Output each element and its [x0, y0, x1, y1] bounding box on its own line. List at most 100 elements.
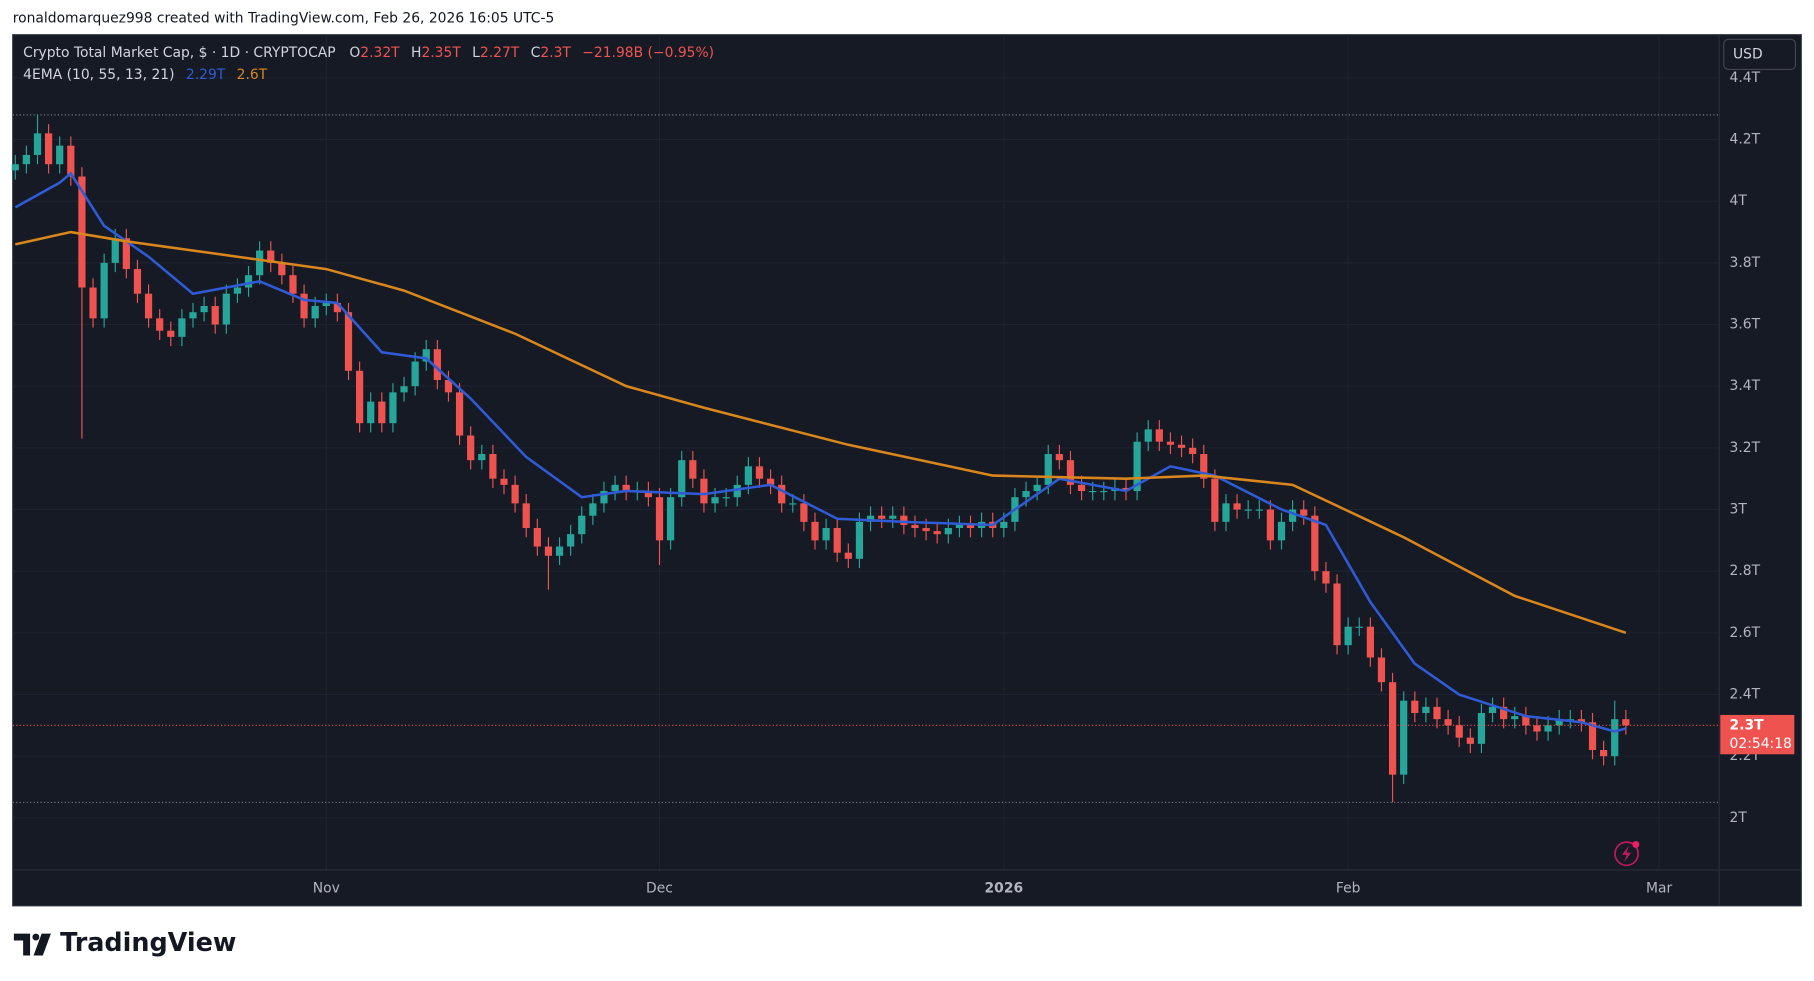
candle-body	[89, 287, 97, 319]
x-tick-label: 2026	[985, 880, 1024, 896]
candle-body	[355, 370, 364, 424]
candle-body	[911, 524, 919, 529]
candle-body	[544, 546, 553, 556]
candle-body	[878, 515, 886, 519]
candle-body	[1622, 719, 1630, 726]
candle-body	[1300, 509, 1308, 516]
candle-body	[1255, 509, 1263, 511]
candle-body	[555, 546, 564, 556]
candle-body	[1133, 441, 1141, 492]
candle-body	[1455, 725, 1463, 738]
candle-body	[1122, 487, 1130, 492]
candle-body	[1600, 750, 1608, 757]
y-tick-label: 4T	[1730, 193, 1748, 209]
candle-body	[1000, 521, 1008, 529]
logo-mark	[33, 933, 51, 956]
candle-body	[1533, 725, 1541, 732]
marks	[11, 114, 1720, 803]
currency-label[interactable]: USD	[1733, 46, 1763, 62]
candle-body	[578, 515, 586, 535]
candle-body	[1166, 441, 1175, 445]
logo-mark	[13, 933, 31, 956]
ohlc-value: 2.27T	[480, 45, 520, 61]
candle-body	[22, 154, 30, 165]
candle-body	[122, 238, 130, 270]
candle-body	[1377, 657, 1386, 683]
candle-body	[722, 497, 730, 499]
candle-body	[267, 250, 275, 263]
x-tick-label: Nov	[313, 880, 340, 896]
candle-body	[455, 392, 464, 436]
candle-body	[833, 528, 841, 553]
candle-body	[300, 293, 308, 319]
last-price-label: 2.3T	[1730, 717, 1765, 733]
candle-body	[1577, 719, 1586, 723]
candle-body	[1311, 515, 1319, 572]
candle-body	[1144, 429, 1152, 442]
candle-body	[1089, 491, 1097, 493]
candle-body	[1433, 706, 1441, 720]
candle-body	[1066, 460, 1075, 485]
lightning-icon[interactable]	[1614, 841, 1640, 867]
candle-body	[289, 275, 297, 294]
candle-body	[467, 435, 475, 461]
candle-body	[156, 318, 164, 331]
candle-body	[711, 497, 719, 504]
candle-body	[755, 466, 764, 479]
candle-body	[844, 552, 852, 559]
candle-body	[700, 478, 708, 504]
candle-body	[1177, 444, 1186, 448]
ema-line	[14, 230, 1627, 634]
candle-body	[1488, 706, 1497, 714]
candle-body	[56, 145, 64, 165]
candle-body	[744, 466, 752, 485]
candle-body	[1555, 719, 1563, 726]
candle-body	[778, 484, 786, 504]
candle-body	[1211, 478, 1219, 522]
candle-body	[389, 392, 397, 424]
candle-body	[922, 528, 930, 532]
candle-body	[178, 318, 186, 337]
candle-body	[511, 484, 519, 504]
candle-body	[1289, 509, 1297, 522]
candle-body	[411, 361, 419, 387]
last-price-box	[1720, 714, 1795, 755]
y-tick-label: 4.2T	[1730, 132, 1761, 148]
logo-mark	[32, 933, 40, 941]
candle-body	[1444, 719, 1452, 726]
chart-title: Crypto Total Market Cap, $ · 1D · CRYPTO…	[23, 45, 336, 61]
ohlc-value: 2.3T	[540, 45, 571, 61]
candle-body	[955, 524, 964, 529]
candle-body	[1044, 454, 1052, 485]
candle-body	[1400, 700, 1408, 775]
icon-dot	[1632, 841, 1640, 848]
axes: 2T2.2T2.4T2.6T2.8T3T3.2T3.4T3.6T3.8T4T4.…	[313, 70, 1795, 896]
candle-body	[189, 312, 197, 319]
candle-body	[1266, 509, 1275, 541]
candle-body	[644, 491, 653, 498]
candle-body	[1411, 700, 1419, 714]
candle-body	[1588, 722, 1597, 751]
candle-body	[1189, 447, 1197, 455]
candle-body	[1522, 716, 1530, 726]
candle-body	[244, 275, 253, 288]
candle-body	[1500, 706, 1508, 720]
candle-body	[1100, 491, 1108, 493]
candle-body	[133, 269, 142, 294]
countdown-label: 02:54:18	[1730, 736, 1792, 752]
candle-body	[611, 484, 619, 492]
y-tick-label: 3T	[1730, 502, 1748, 518]
candle-body	[500, 478, 508, 485]
y-tick-label: 3.6T	[1730, 317, 1761, 333]
candle-body	[1277, 521, 1286, 541]
y-tick-label: 4.4T	[1730, 70, 1761, 86]
candle-body	[800, 503, 808, 522]
currency-button[interactable]	[1723, 38, 1797, 70]
candle-body	[689, 460, 697, 479]
candle-body	[855, 521, 864, 559]
candle-body	[655, 497, 664, 541]
ohlc-label: C	[531, 45, 541, 61]
ohlc-label: H	[411, 45, 421, 61]
y-tick-label: 2.8T	[1730, 563, 1761, 579]
candle-body	[822, 528, 830, 541]
